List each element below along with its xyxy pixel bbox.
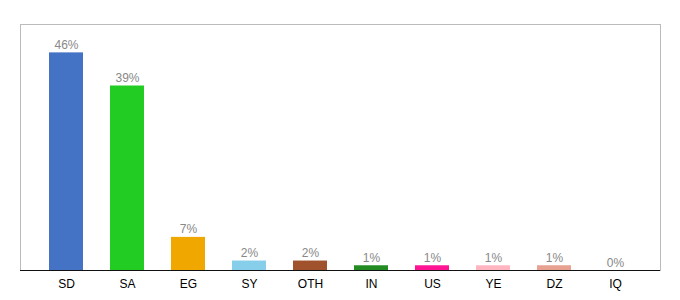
svg-text:US: US — [424, 277, 441, 291]
svg-text:1%: 1% — [546, 251, 564, 265]
svg-text:7%: 7% — [180, 222, 198, 236]
svg-text:0%: 0% — [607, 256, 625, 270]
svg-text:46%: 46% — [54, 38, 78, 52]
svg-text:2%: 2% — [302, 246, 320, 260]
svg-text:IQ: IQ — [609, 277, 622, 291]
svg-text:1%: 1% — [363, 251, 381, 265]
svg-text:SY: SY — [241, 277, 257, 291]
svg-text:2%: 2% — [241, 246, 259, 260]
svg-text:SD: SD — [58, 277, 75, 291]
svg-text:1%: 1% — [424, 251, 442, 265]
svg-text:EG: EG — [180, 277, 197, 291]
svg-text:OTH: OTH — [298, 277, 323, 291]
svg-text:1%: 1% — [485, 251, 503, 265]
svg-text:YE: YE — [485, 277, 501, 291]
svg-text:IN: IN — [366, 277, 378, 291]
svg-text:DZ: DZ — [547, 277, 563, 291]
svg-text:SA: SA — [119, 277, 135, 291]
svg-text:39%: 39% — [115, 71, 139, 85]
